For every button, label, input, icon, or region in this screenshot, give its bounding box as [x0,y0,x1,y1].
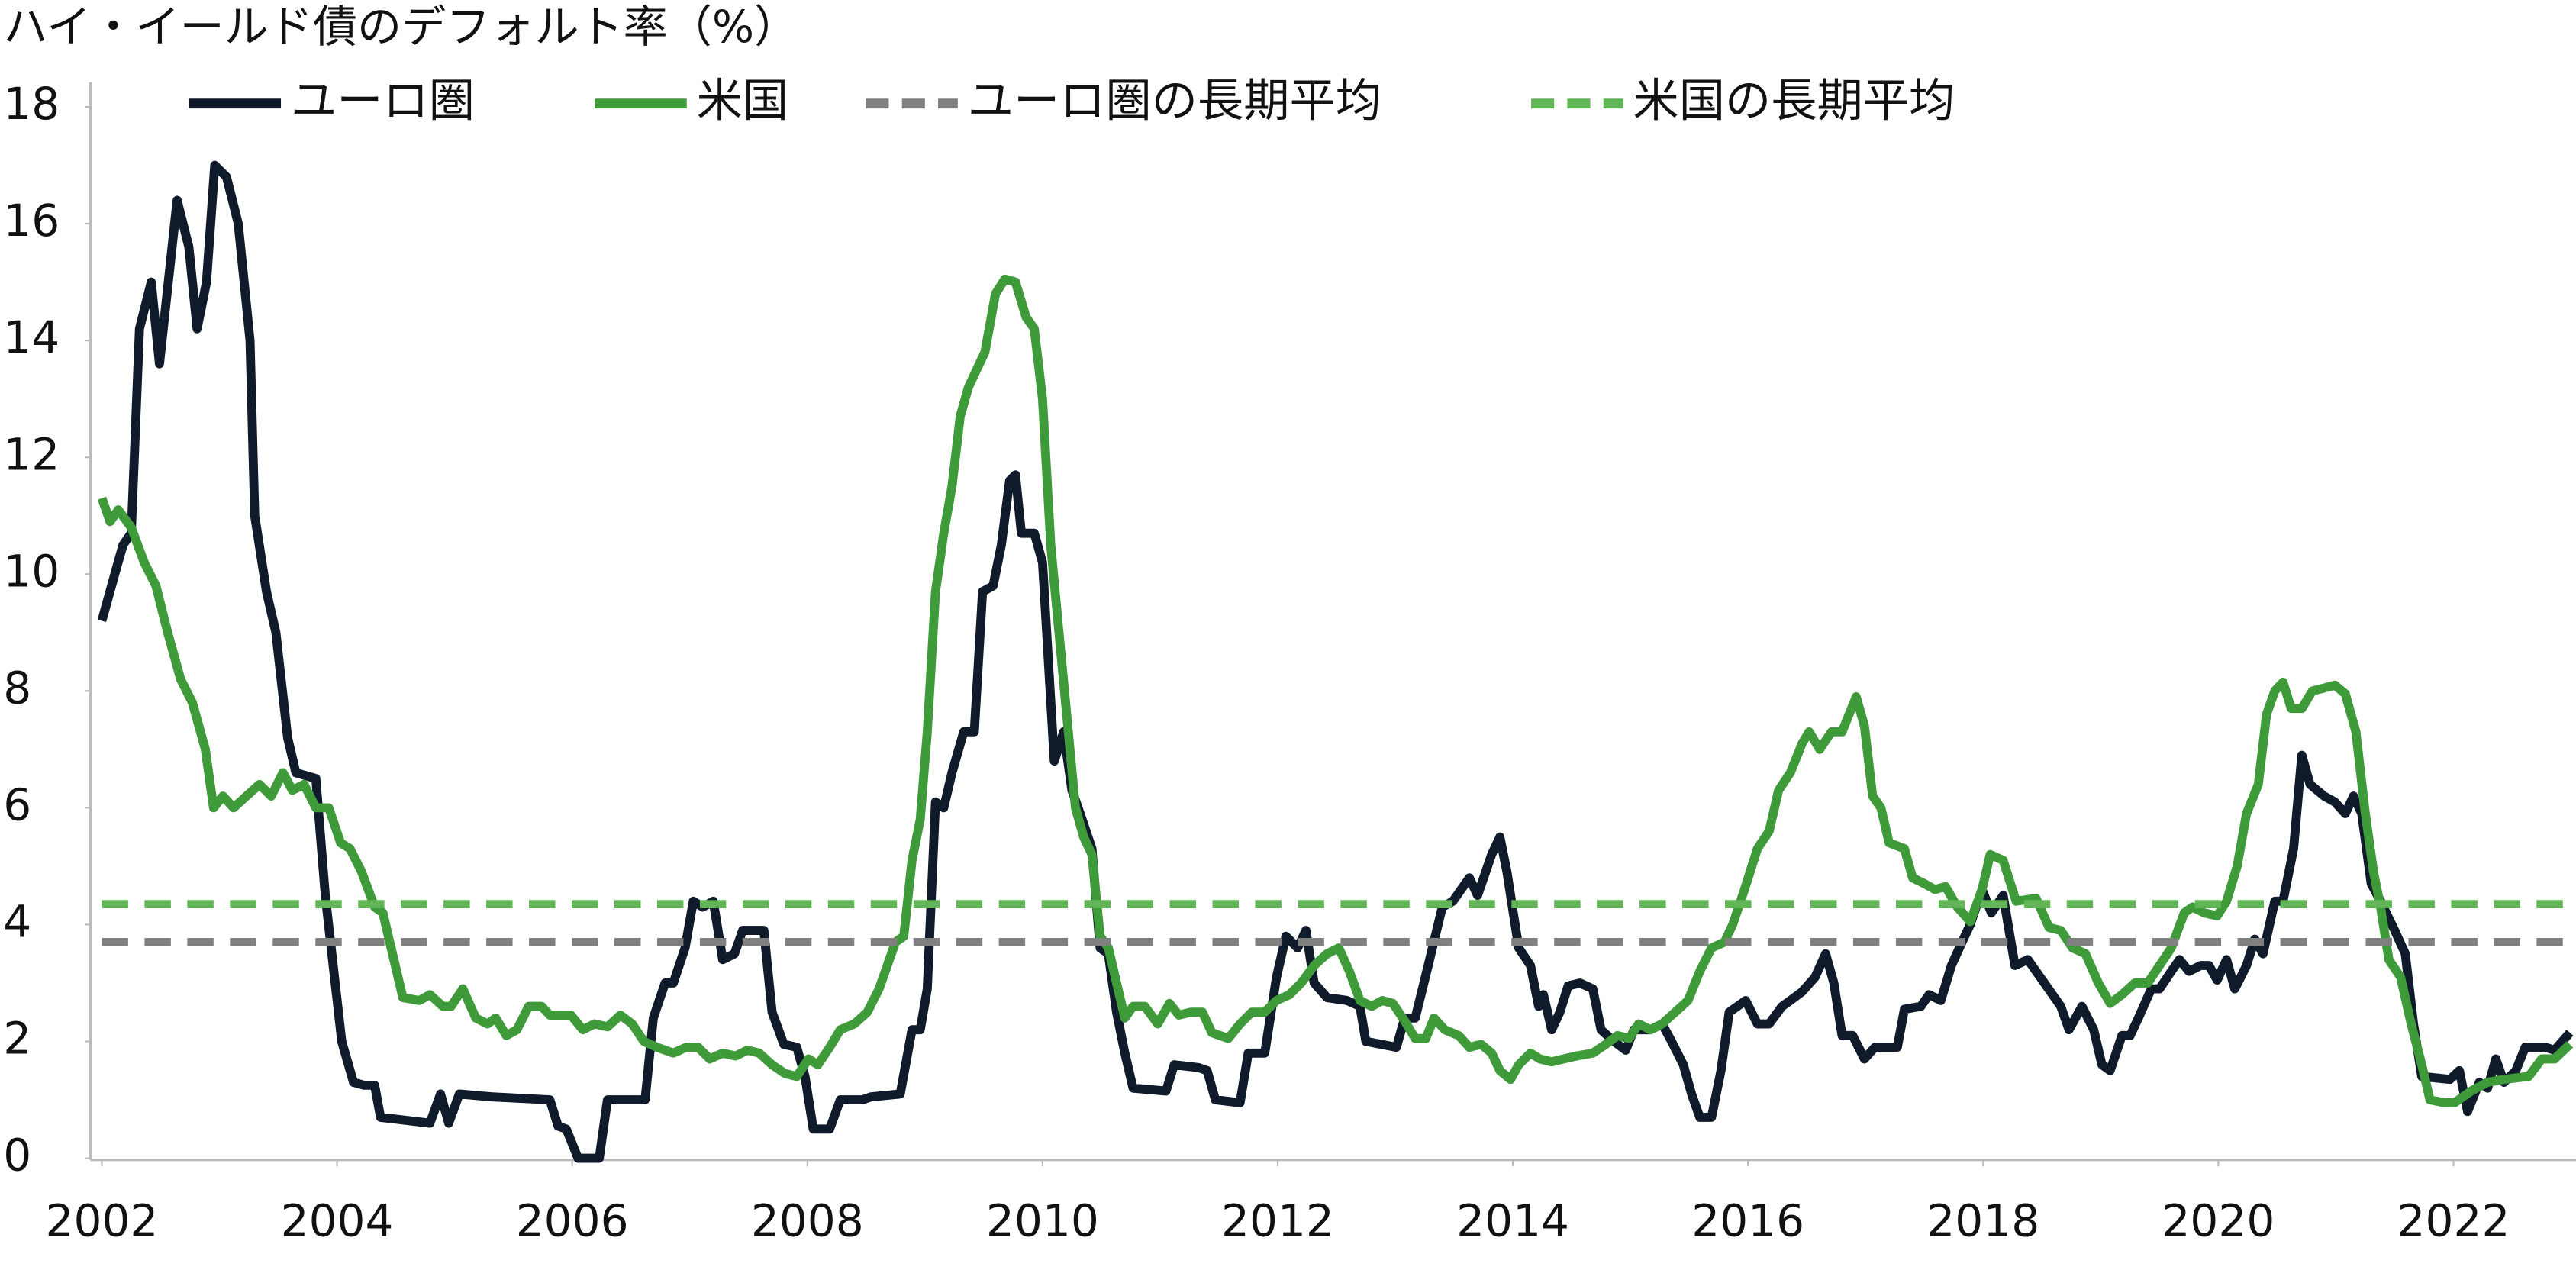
y-tick-label: 6 [3,778,31,830]
x-tick-label: 2022 [2397,1195,2510,1247]
x-tick-label: 2008 [751,1195,864,1247]
x-tick-label: 2006 [516,1195,629,1247]
x-tick-label: 2018 [1926,1195,2039,1247]
x-tick-label: 2004 [281,1195,394,1247]
x-tick-label: 2010 [986,1195,1099,1247]
y-tick-label: 10 [3,545,60,597]
legend-label: ユーロ圏の長期平均 [968,74,1381,127]
y-tick-label: 4 [3,896,31,948]
y-tick-label: 12 [3,428,60,480]
y-tick-label: 16 [3,195,60,247]
y-tick-label: 2 [3,1013,31,1065]
legend-label: ユーロ圏 [291,74,475,127]
series-line [97,160,2574,1163]
legend-label: 米国 [697,74,789,127]
y-tick-label: 0 [3,1130,31,1181]
x-tick-label: 2020 [2162,1195,2275,1247]
y-tick-label: 14 [3,311,60,363]
series-line [97,274,2574,1107]
legend-label: 米国の長期平均 [1633,74,1955,127]
y-tick-label: 18 [3,78,60,130]
x-tick-label: 2012 [1221,1195,1334,1247]
chart-title: ハイ・イールド債のデフォルト率（%） [3,1,798,53]
x-tick-label: 2014 [1456,1195,1569,1247]
y-tick-label: 8 [3,662,31,714]
x-tick-label: 2002 [46,1195,159,1247]
x-tick-label: 2016 [1691,1195,1804,1247]
